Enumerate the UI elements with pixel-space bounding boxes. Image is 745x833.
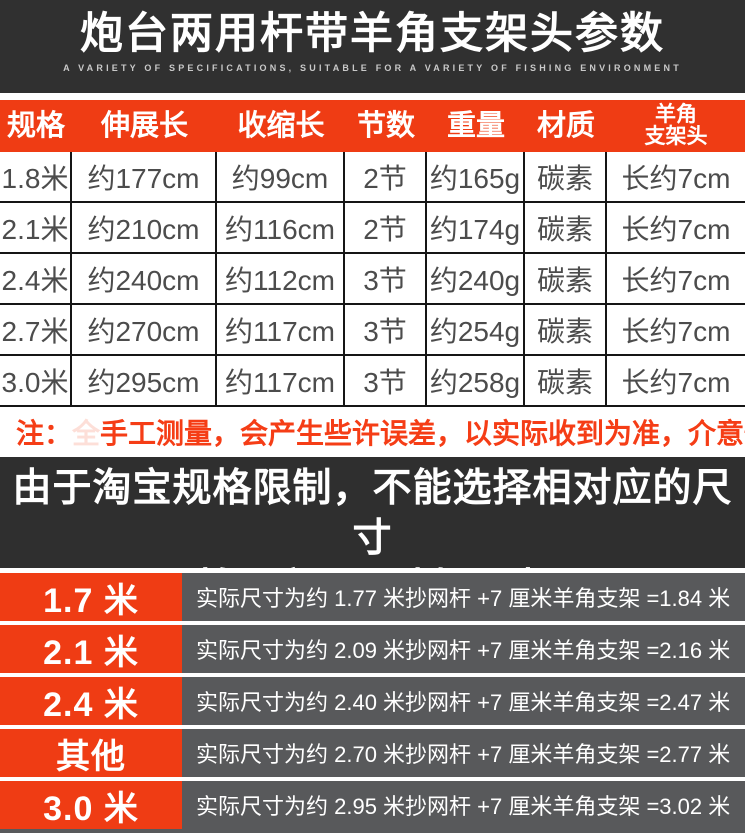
spec-cell: 碳素 — [525, 254, 607, 303]
size-desc: 实际尺寸为约 2.95 米抄网杆 +7 厘米羊角支架 =3.02 米 — [182, 781, 745, 829]
page-title: 炮台两用杆带羊角支架头参数 — [80, 10, 665, 58]
note-text: 手工测量，会产生些许误差，以实际收到为准，介意慎拍！ — [100, 418, 745, 449]
spec-cell: 约254g — [427, 305, 525, 354]
spec-cell: 碳素 — [525, 203, 607, 252]
spec-cell: 约174g — [427, 203, 525, 252]
spec-cell: 长约7cm — [621, 264, 731, 296]
spec-row-2: 2.1米 约210cm 约116cm 2节 约174g 碳素 长约7cm — [0, 203, 745, 254]
spec-cell: 约270cm — [72, 305, 217, 354]
spec-cell: 长约7cm — [621, 366, 731, 398]
spec-cell: 约116cm — [217, 203, 345, 252]
size-label: 2.4 米 — [0, 677, 182, 725]
spec-cell: 约117cm — [217, 356, 345, 405]
spec-header-bracket: 羊角 支架头 — [607, 100, 745, 152]
header-banner: 炮台两用杆带羊角支架头参数 A VARIETY OF SPECIFICATION… — [0, 0, 745, 93]
spec-cell: 约165g — [427, 152, 525, 201]
spec-header-collapsed: 收缩长 — [237, 109, 325, 142]
spec-cell: 约177cm — [72, 152, 217, 201]
spec-table-header-row: 规格 伸展长 收缩长 节数 重量 材质 羊角 支架头 — [0, 100, 745, 152]
spec-cell: 2.7米 — [0, 305, 72, 354]
notice-line1: 由于淘宝规格限制，不能选择相对应的尺寸 — [12, 467, 733, 560]
spec-header-bracket-line2: 支架头 — [644, 125, 708, 148]
note-prefix: 注： — [16, 418, 73, 449]
spec-cell: 3节 — [345, 356, 427, 405]
spec-header-bracket-line1: 羊角 — [655, 102, 697, 126]
bottom-gray-strip — [0, 829, 745, 833]
spec-table-body: 1.8米 约177cm 约99cm 2节 约165g 碳素 长约7cm 2.1米… — [0, 152, 745, 407]
spec-cell: 约117cm — [217, 305, 345, 354]
spec-cell: 3节 — [345, 305, 427, 354]
spec-cell: 2.4米 — [0, 254, 72, 303]
spec-cell: 长约7cm — [621, 162, 731, 194]
spec-cell: 约240cm — [72, 254, 217, 303]
spec-cell: 约240g — [427, 254, 525, 303]
size-label: 其他 — [0, 729, 182, 777]
spec-cell: 约99cm — [217, 152, 345, 201]
size-label: 2.1 米 — [0, 625, 182, 673]
spec-row-3: 2.4米 约240cm 约112cm 3节 约240g 碳素 长约7cm — [0, 254, 745, 305]
spec-row-1: 1.8米 约177cm 约99cm 2节 约165g 碳素 长约7cm — [0, 152, 745, 203]
spec-header-weight: 重量 — [446, 109, 505, 142]
size-row-other: 其他 实际尺寸为约 2.70 米抄网杆 +7 厘米羊角支架 =2.77 米 — [0, 729, 745, 777]
spec-cell: 2节 — [345, 203, 427, 252]
notice-line2: 拍下实际尺寸如下表 — [0, 564, 745, 568]
spec-cell: 1.8米 — [0, 152, 72, 201]
size-label: 3.0 米 — [0, 781, 182, 829]
spec-cell: 约112cm — [217, 254, 345, 303]
spec-row-5: 3.0米 约295cm 约117cm 3节 约258g 碳素 长约7cm — [0, 356, 745, 407]
spec-header-sections: 节数 — [356, 109, 415, 142]
spec-header-extended: 伸展长 — [100, 109, 188, 142]
spec-cell: 长约7cm — [621, 213, 731, 245]
divider-gap — [0, 93, 745, 100]
spec-cell: 2.1米 — [0, 203, 72, 252]
size-desc: 实际尺寸为约 2.40 米抄网杆 +7 厘米羊角支架 =2.47 米 — [182, 677, 745, 725]
page-subtitle: A VARIETY OF SPECIFICATIONS, SUITABLE FO… — [63, 63, 682, 73]
size-row-3.0m: 3.0 米 实际尺寸为约 2.95 米抄网杆 +7 厘米羊角支架 =3.02 米 — [0, 781, 745, 829]
size-desc: 实际尺寸为约 1.77 米抄网杆 +7 厘米羊角支架 =1.84 米 — [182, 573, 745, 621]
spec-cell: 约258g — [427, 356, 525, 405]
size-desc: 实际尺寸为约 2.70 米抄网杆 +7 厘米羊角支架 =2.77 米 — [182, 729, 745, 777]
spec-cell: 约210cm — [72, 203, 217, 252]
size-row-2.1m: 2.1 米 实际尺寸为约 2.09 米抄网杆 +7 厘米羊角支架 =2.16 米 — [0, 625, 745, 673]
spec-row-4: 2.7米 约270cm 约117cm 3节 约254g 碳素 长约7cm — [0, 305, 745, 356]
size-desc: 实际尺寸为约 2.09 米抄网杆 +7 厘米羊角支架 =2.16 米 — [182, 625, 745, 673]
spec-header-size: 规格 — [6, 109, 65, 142]
spec-cell: 碳素 — [525, 152, 607, 201]
size-row-2.4m: 2.4 米 实际尺寸为约 2.40 米抄网杆 +7 厘米羊角支架 =2.47 米 — [0, 677, 745, 725]
actual-size-table: 1.7 米 实际尺寸为约 1.77 米抄网杆 +7 厘米羊角支架 =1.84 米… — [0, 573, 745, 833]
spec-cell: 3节 — [345, 254, 427, 303]
spec-cell: 2节 — [345, 152, 427, 201]
note-faded-char: 全 — [72, 418, 101, 449]
spec-cell: 约295cm — [72, 356, 217, 405]
size-row-1.7m: 1.7 米 实际尺寸为约 1.77 米抄网杆 +7 厘米羊角支架 =1.84 米 — [0, 573, 745, 621]
spec-cell: 3.0米 — [0, 356, 72, 405]
spec-header-material: 材质 — [536, 109, 595, 142]
size-label: 1.7 米 — [0, 573, 182, 621]
spec-cell: 碳素 — [525, 305, 607, 354]
spec-cell: 碳素 — [525, 356, 607, 405]
taobao-notice-banner: 由于淘宝规格限制，不能选择相对应的尺寸 拍下实际尺寸如下表 — [0, 457, 745, 568]
spec-cell: 长约7cm — [621, 315, 731, 347]
